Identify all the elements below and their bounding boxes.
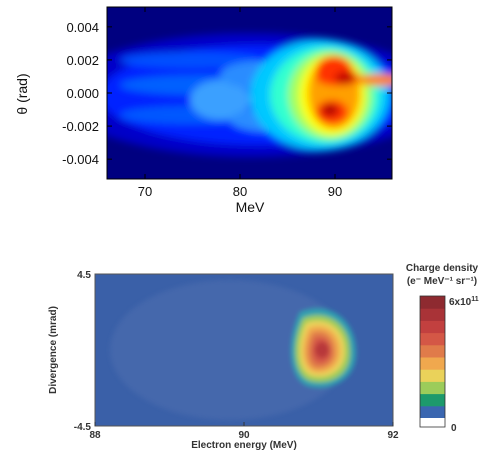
top-x-tick-label: 90 — [328, 184, 342, 199]
top-heatmap-image — [107, 7, 392, 179]
bottom-y-tick-label: 4.5 — [77, 270, 91, 281]
top-y-tick-label: -0.002 — [62, 119, 99, 134]
colorbar-frame — [419, 295, 446, 428]
top-y-tick-label: 0.002 — [66, 53, 99, 68]
bottom-y-axis-label: Divergence (mrad) — [48, 306, 59, 394]
colorbar-title: Charge density — [406, 263, 479, 274]
colorbar-cell — [420, 320, 445, 334]
colorbar-cell — [420, 344, 445, 358]
colorbar-cells — [420, 296, 445, 427]
top-y-ticks: 0.004 0.002 0.000 -0.002 -0.004 — [62, 20, 392, 167]
bottom-y-tick-label: -4.5 — [74, 422, 92, 433]
colorbar-units: (e⁻ MeV⁻¹ sr⁻¹) — [407, 276, 477, 287]
bottom-x-tick-label: 90 — [238, 430, 250, 441]
colorbar-cell — [420, 381, 445, 395]
bottom-x-tick-label: 88 — [89, 430, 101, 441]
top-y-axis-label: θ (rad) — [14, 73, 30, 114]
colorbar-min-label: 0 — [451, 423, 457, 434]
bottom-y-ticks: 4.5 -4.5 — [74, 270, 92, 433]
top-y-tick-label: 0.000 — [66, 86, 99, 101]
top-x-tick-label: 80 — [233, 184, 247, 199]
colorbar-cell — [420, 308, 445, 321]
bottom-heatmap: 88 90 92 4.5 -4.5 Electron energy (MeV) Div… — [48, 270, 399, 451]
top-x-tick-label: 70 — [138, 184, 152, 199]
colorbar-cell-zero — [420, 418, 445, 427]
top-x-ticks: 70 80 90 — [138, 7, 342, 199]
colorbar-max-label: 6x1011 — [449, 296, 479, 308]
bottom-x-axis-label: Electron energy (MeV) — [191, 440, 297, 451]
top-y-tick-label: 0.004 — [66, 20, 99, 35]
colorbar-cell — [420, 393, 445, 407]
top-heatmap: 70 80 90 0.004 0.002 0.000 -0.002 -0.004 MeV θ… — [14, 6, 393, 215]
top-y-tick-label: -0.004 — [62, 152, 99, 167]
colorbar-cell — [420, 405, 445, 419]
colorbar-cell — [420, 357, 445, 370]
colorbar-cell — [420, 369, 445, 382]
bottom-x-ticks: 88 90 92 — [89, 422, 399, 441]
bottom-x-tick-label: 92 — [387, 430, 399, 441]
colorbar: Charge density (e⁻ MeV⁻¹ sr⁻¹) 6x1011 0 — [406, 263, 479, 434]
colorbar-cell — [420, 296, 445, 309]
bottom-heatmap-image — [95, 274, 393, 426]
top-x-axis-label: MeV — [236, 199, 265, 215]
colorbar-cell — [420, 332, 445, 346]
